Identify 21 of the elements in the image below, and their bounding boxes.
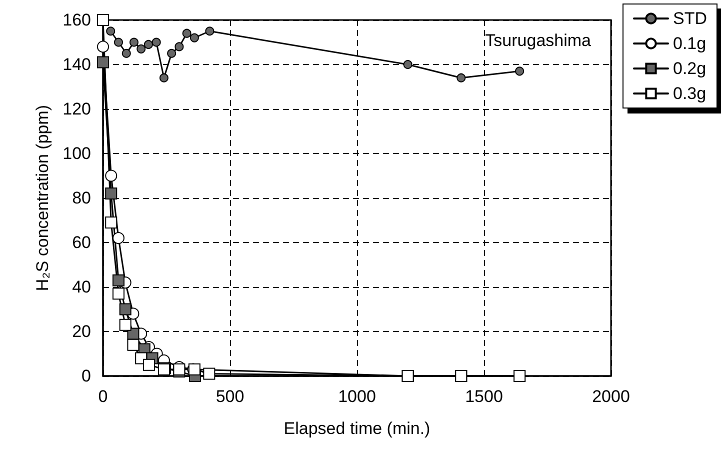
legend-label: 0.2g — [673, 59, 706, 78]
x-tick-label: 500 — [216, 387, 244, 406]
x-tick-label: 0 — [98, 387, 108, 406]
y-tick-label: 160 — [62, 10, 91, 30]
legend-label: 0.1g — [673, 34, 706, 53]
legend-label: 0.3g — [673, 84, 706, 103]
legend-label: STD — [673, 9, 707, 28]
y-tick-label: 80 — [72, 188, 91, 208]
y-tick-label: 100 — [62, 144, 91, 163]
x-tick-label: 1500 — [465, 387, 503, 406]
y-tick-label: 40 — [72, 278, 91, 296]
y-tick-label: 140 — [62, 55, 91, 74]
y-tick-label: 20 — [72, 322, 91, 341]
y-tick-label: 120 — [62, 100, 91, 118]
y-tick-label: 60 — [72, 233, 91, 252]
x-tick-label: 1000 — [338, 387, 376, 406]
y-tick-label: 0 — [82, 366, 91, 386]
y-axis-title: H₂S concentration (ppm) — [33, 104, 52, 292]
x-axis-title: Elapsed time (min.) — [284, 419, 430, 438]
annotation: Tsurugashima — [485, 31, 592, 50]
x-tick-label: 2000 — [592, 387, 630, 406]
